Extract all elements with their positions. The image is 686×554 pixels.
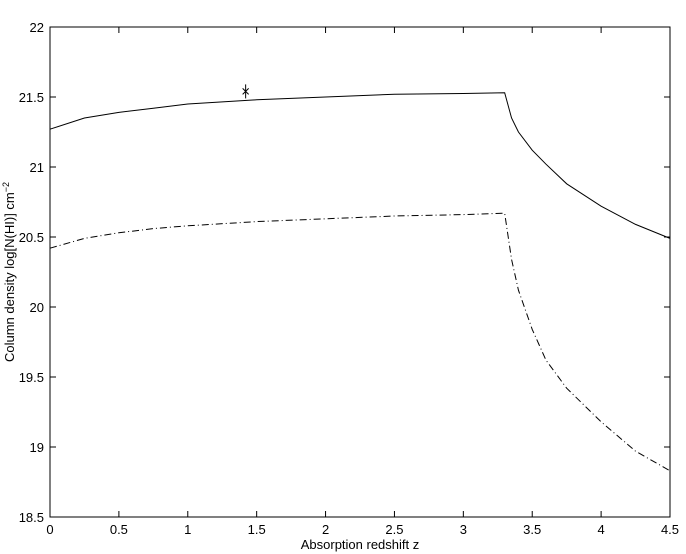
y-axis-label: Column density log[N(HI)] cm−2 [1,182,17,362]
plot-frame [49,26,671,518]
y-tick-label: 20 [30,300,44,315]
x-tick-label: 4 [597,522,604,537]
series-line [49,212,671,472]
x-tick-label: 2.5 [385,522,403,537]
x-tick-label: 4.5 [661,522,679,537]
x-tick-label: 3.5 [523,522,541,537]
x-tick-label: 2 [322,522,329,537]
y-tick-label: 21.5 [19,90,44,105]
y-axis-label-text: Column density log[N(HI)] cm [2,192,17,362]
x-axis-label: Absorption redshift z [301,537,420,552]
y-tick-label: 22 [30,20,44,35]
x-tick-label: 0.5 [110,522,128,537]
x-tick-label: 0 [46,522,53,537]
x-tick-label: 1 [184,522,191,537]
x-tick-label: 1.5 [248,522,266,537]
y-tick-label: 19.5 [19,370,44,385]
x-tick-label: 3 [460,522,467,537]
y-tick-label: 20.5 [19,230,44,245]
y-tick-label: 18.5 [19,510,44,525]
series-line [49,92,671,239]
y-tick-label: 21 [30,160,44,175]
y-axis-label-sup: −2 [1,182,11,192]
point-marker [242,88,249,95]
y-tick-label: 19 [30,440,44,455]
